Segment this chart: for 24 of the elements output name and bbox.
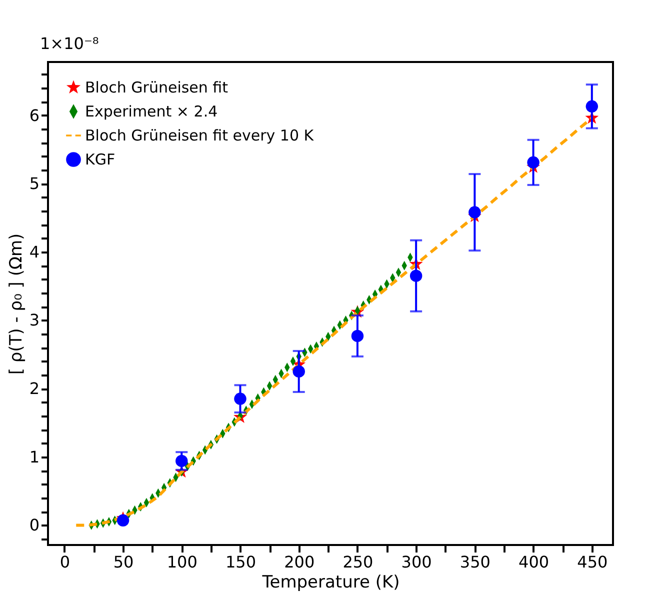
x-axis-title: Temperature (K)	[261, 572, 400, 592]
legend-label: Bloch Grüneisen fit every 10 K	[85, 126, 315, 144]
y-tick-label: 3	[29, 310, 40, 330]
text: 1×10⁻⁸	[40, 34, 99, 53]
x-tick-label: 300	[401, 552, 432, 572]
x-tick-label: 350	[460, 552, 490, 572]
y-tick-label: 4	[29, 242, 40, 262]
x-tick-label: 150	[225, 552, 256, 572]
y-tick-label: 5	[29, 174, 40, 194]
y-tick-label: 0	[29, 516, 40, 535]
x-tick-label: 100	[166, 552, 198, 572]
x-tick-label: 400	[518, 552, 550, 572]
legend-label: KGF	[85, 150, 116, 168]
y-tick-label: 6	[29, 106, 40, 125]
x-tick-label: 200	[284, 552, 315, 572]
y-tick-label: 2	[29, 379, 40, 398]
x-tick-label: 450	[577, 552, 608, 572]
y-axis-title: [ ρ(T) - ρ₀ ] (Ωm)	[6, 233, 26, 375]
y-tick-label: 1	[29, 447, 40, 466]
x-tick-label: 250	[342, 552, 374, 572]
legend-label: Bloch Grüneisen fit	[85, 78, 228, 96]
legend-label: Experiment × 2.4	[85, 102, 218, 120]
x-tick-label: 50	[113, 552, 134, 572]
x-tick-label: 0	[60, 552, 70, 572]
